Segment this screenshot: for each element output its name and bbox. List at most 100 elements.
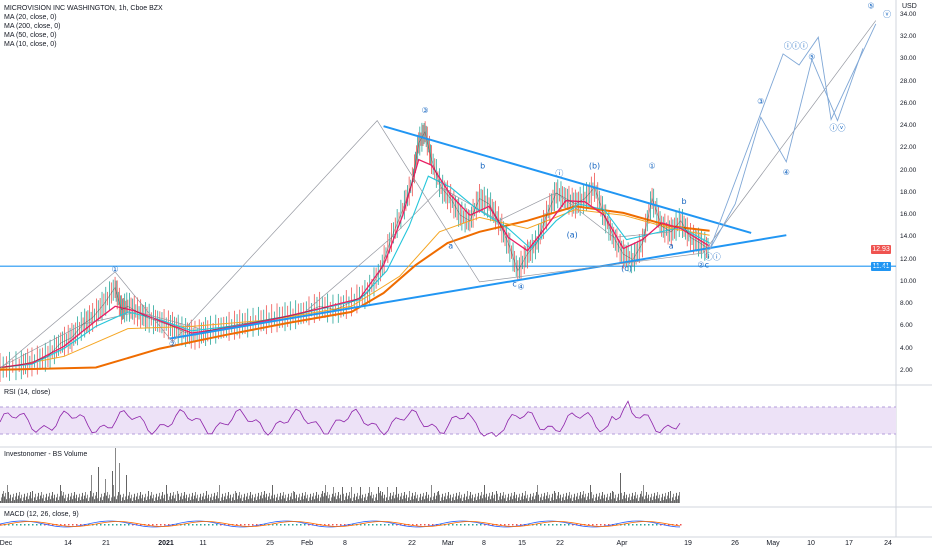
- volume-bar: [69, 500, 70, 503]
- volume-bar: [15, 496, 16, 503]
- volume-bar: [161, 495, 162, 503]
- volume-bar: [627, 501, 628, 503]
- volume-bar: [364, 497, 365, 503]
- y-tick-label: 18.00: [900, 188, 917, 196]
- volume-bar: [212, 500, 213, 503]
- volume-bar: [347, 499, 348, 503]
- volume-bar: [511, 492, 512, 503]
- volume-bar: [264, 491, 265, 503]
- x-tick-label: Feb: [300, 540, 314, 547]
- ma50-line: [0, 209, 710, 370]
- volume-bar: [77, 501, 78, 503]
- volume-bar: [38, 492, 39, 503]
- volume-bar: [256, 500, 257, 503]
- macd-histogram-bar: [480, 524, 482, 526]
- volume-bar: [401, 492, 402, 503]
- volume-bar: [245, 500, 246, 503]
- volume-bar: [668, 492, 669, 503]
- volume-bar: [282, 495, 283, 503]
- volume-bar: [242, 501, 243, 503]
- macd-histogram-bar: [352, 524, 354, 526]
- volume-bar: [112, 471, 113, 503]
- volume-bar: [588, 492, 589, 503]
- volume-bar: [16, 492, 17, 503]
- volume-bar: [631, 496, 632, 503]
- indicator-ma20[interactable]: MA (20, close, 0): [4, 14, 57, 21]
- macd-histogram-bar: [96, 524, 98, 526]
- volume-bar: [190, 500, 191, 503]
- macd-histogram-bar: [188, 524, 190, 526]
- volume-bar: [665, 492, 666, 503]
- indicator-ma50[interactable]: MA (50, close, 0): [4, 32, 57, 39]
- macd-histogram-bar: [152, 524, 154, 526]
- volume-bar: [324, 492, 325, 503]
- volume-bar: [233, 493, 234, 503]
- rsi-pane-label[interactable]: RSI (14, close): [4, 389, 51, 396]
- volume-bar: [400, 496, 401, 503]
- volume-bar: [527, 494, 528, 503]
- macd-histogram-bar: [204, 524, 206, 526]
- macd-histogram-bar: [644, 524, 646, 526]
- volume-bar: [222, 493, 223, 503]
- volume-bar: [425, 495, 426, 503]
- volume-bar: [203, 492, 204, 503]
- volume-bar: [183, 495, 184, 503]
- volume-bar: [206, 491, 207, 503]
- indicator-ma200[interactable]: MA (200, close, 0): [4, 23, 61, 30]
- volume-bar: [470, 492, 471, 503]
- volume-bar: [145, 493, 146, 503]
- volume-bar: [454, 500, 455, 503]
- volume-bar: [36, 500, 37, 503]
- x-tick-label: 14: [64, 540, 72, 547]
- macd-histogram-bar: [164, 524, 166, 526]
- macd-histogram-bar: [160, 524, 162, 526]
- volume-bar: [52, 492, 53, 503]
- volume-bar: [487, 500, 488, 503]
- macd-histogram-bar: [468, 524, 470, 526]
- y-tick-label: 34.00: [900, 11, 917, 18]
- volume-bar: [253, 501, 254, 503]
- macd-histogram-bar: [604, 524, 606, 526]
- volume-bar: [235, 491, 236, 503]
- y-tick-label: 6.00: [900, 322, 913, 330]
- volume-pane-label[interactable]: Investonomer - BS Volume: [4, 451, 88, 458]
- indicator-ma10[interactable]: MA (10, close, 0): [4, 41, 57, 48]
- wave-label: ⓥ: [883, 10, 891, 19]
- volume-bar: [415, 492, 416, 503]
- volume-bar: [162, 492, 163, 503]
- macd-histogram-bar: [72, 524, 74, 526]
- volume-bar: [412, 492, 413, 503]
- volume-bar: [289, 500, 290, 503]
- volume-bar: [319, 501, 320, 503]
- volume-bar: [171, 499, 172, 503]
- macd-histogram-bar: [516, 524, 518, 526]
- macd-histogram-bar: [420, 524, 422, 526]
- macd-histogram-bar: [308, 524, 310, 526]
- volume-bar: [408, 497, 409, 503]
- volume-bar: [129, 492, 130, 503]
- macd-pane-label[interactable]: MACD (12, 26, close, 9): [4, 511, 79, 518]
- volume-bar: [474, 497, 475, 503]
- volume-bar: [225, 492, 226, 503]
- volume-bar: [536, 492, 537, 503]
- volume-bar: [369, 487, 370, 503]
- ma200-line: [0, 205, 710, 371]
- volume-bar: [431, 485, 432, 503]
- volume-bar: [365, 493, 366, 503]
- volume-bar: [649, 501, 650, 503]
- macd-histogram-bar: [376, 524, 378, 526]
- volume-bar: [558, 492, 559, 503]
- volume-bar: [79, 493, 80, 503]
- macd-histogram-bar: [448, 524, 450, 526]
- volume-bar: [421, 500, 422, 503]
- volume-bar: [652, 500, 653, 503]
- volume-bar: [374, 501, 375, 503]
- rsi-line: [0, 400, 681, 438]
- macd-histogram-bar: [108, 524, 110, 526]
- volume-bar: [447, 495, 448, 503]
- volume-bar: [105, 479, 106, 503]
- volume-bar: [28, 499, 29, 503]
- x-tick-label: May: [766, 540, 780, 547]
- volume-bar: [555, 492, 556, 503]
